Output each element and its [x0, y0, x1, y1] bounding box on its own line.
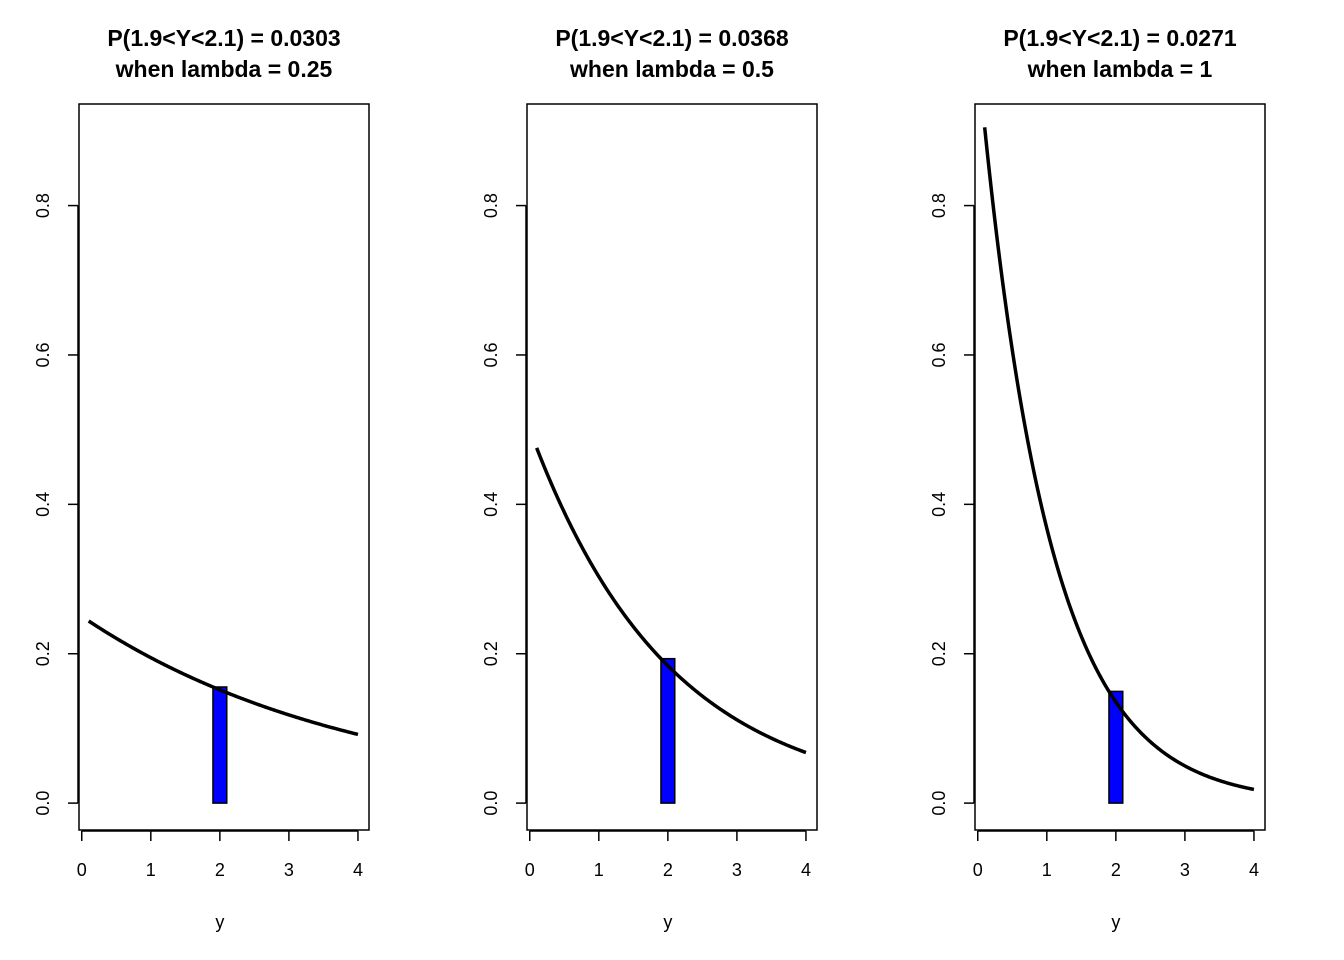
chart-subtitle: when lambda = 0.5	[569, 56, 774, 82]
density-curve	[982, 127, 1255, 792]
x-tick-label: 1	[146, 860, 156, 880]
y-tick-label: 0.6	[929, 342, 949, 367]
x-axis-label: y	[663, 912, 672, 932]
y-tick-label: 0.6	[481, 342, 501, 367]
x-tick-label: 0	[77, 860, 87, 880]
plot-frame	[974, 103, 1266, 831]
x-axis-label: y	[1111, 912, 1120, 932]
chart-panel-1: P(1.9<Y<2.1) = 0.0303 when lambda = 0.25 0…	[33, 25, 370, 932]
x-tick-label: 0	[973, 860, 983, 880]
y-tick-label: 0.2	[929, 641, 949, 666]
x-tick-label: 4	[801, 860, 811, 880]
y-tick-label: 0.0	[33, 791, 53, 816]
density-curve	[535, 447, 807, 755]
density-curve	[87, 619, 359, 737]
chart-panel-3: P(1.9<Y<2.1) = 0.0271 when lambda = 1 0 1 2 3…	[929, 25, 1266, 932]
x-tick-label: 3	[1180, 860, 1190, 880]
x-tick-label: 4	[1249, 860, 1259, 880]
y-tick-label: 0.8	[929, 193, 949, 218]
chart-title: P(1.9<Y<2.1) = 0.0271	[1003, 25, 1237, 51]
chart-title: P(1.9<Y<2.1) = 0.0303	[107, 25, 340, 51]
plot-frame	[78, 103, 370, 831]
probability-bar	[1108, 690, 1124, 804]
chart-subtitle: when lambda = 1	[1027, 56, 1213, 82]
chart-title: P(1.9<Y<2.1) = 0.0368	[555, 25, 789, 51]
y-tick-label: 0.2	[481, 641, 501, 666]
y-tick-label: 0.4	[33, 492, 53, 517]
x-tick-label: 3	[284, 860, 294, 880]
probability-bar	[212, 686, 228, 804]
x-tick-label: 1	[1042, 860, 1052, 880]
x-tick-label: 4	[353, 860, 363, 880]
x-tick-label: 1	[594, 860, 604, 880]
y-tick-label: 0.6	[33, 342, 53, 367]
y-tick-label: 0.0	[929, 791, 949, 816]
plot-frame	[526, 103, 818, 831]
chart-subtitle: when lambda = 0.25	[115, 56, 333, 82]
x-tick-label: 0	[525, 860, 535, 880]
y-tick-label: 0.4	[929, 492, 949, 517]
x-tick-label: 2	[1111, 860, 1121, 880]
y-tick-label: 0.2	[33, 641, 53, 666]
y-tick-label: 0.0	[481, 791, 501, 816]
y-tick-label: 0.8	[33, 193, 53, 218]
chart-panel-2: P(1.9<Y<2.1) = 0.0368 when lambda = 0.5 0 1…	[481, 25, 818, 932]
x-tick-label: 2	[215, 860, 225, 880]
x-tick-label: 3	[732, 860, 742, 880]
probability-bar	[660, 657, 676, 804]
x-tick-label: 2	[663, 860, 673, 880]
y-tick-label: 0.4	[481, 492, 501, 517]
y-tick-label: 0.8	[481, 193, 501, 218]
x-axis-label: y	[215, 912, 224, 932]
